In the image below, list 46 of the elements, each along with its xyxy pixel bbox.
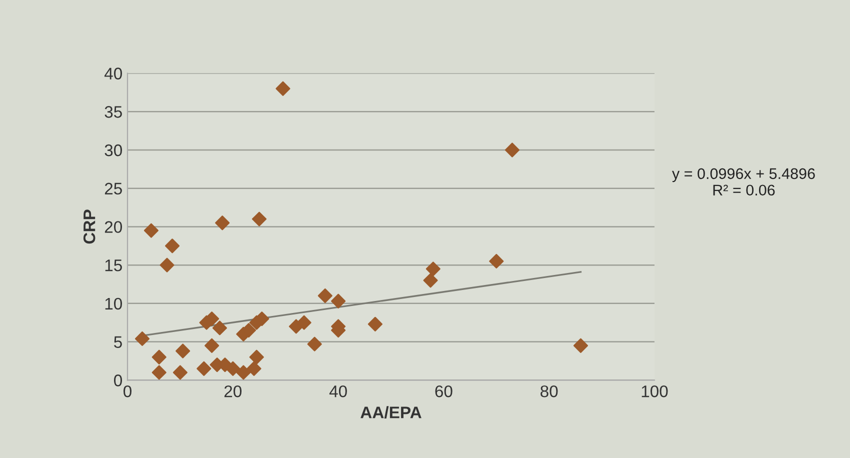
- point: [249, 350, 264, 364]
- y-tick-label: 40: [104, 68, 122, 80]
- y-tick-label: 35: [104, 106, 122, 118]
- point: [236, 365, 251, 380]
- x-tick-label: 80: [540, 385, 558, 398]
- point: [212, 320, 228, 336]
- x-tick-label: 60: [435, 385, 452, 398]
- y-axis-title: CRP: [83, 210, 96, 244]
- point: [144, 223, 158, 238]
- y-tick-label: 20: [104, 221, 122, 233]
- point: [307, 336, 322, 352]
- point: [152, 365, 166, 380]
- point: [504, 142, 520, 158]
- y-tick-label: 0: [114, 374, 122, 386]
- point: [426, 262, 440, 276]
- y-tick-label: 5: [114, 336, 122, 348]
- point: [252, 212, 267, 226]
- point: [152, 350, 166, 364]
- point: [246, 361, 262, 376]
- point: [160, 258, 174, 272]
- point: [165, 238, 180, 254]
- point: [215, 216, 230, 230]
- text: y = 0.0996x + 5.4896 R² = 0.06: [672, 168, 815, 196]
- point: [176, 344, 190, 358]
- x-tick-label: 100: [642, 385, 668, 398]
- point: [172, 365, 188, 380]
- y-tick-label: 25: [104, 182, 122, 195]
- point: [573, 338, 588, 353]
- x-tick-label: 40: [329, 385, 347, 398]
- point: [276, 81, 290, 96]
- point: [296, 315, 312, 330]
- point: [489, 254, 504, 269]
- x-tick-label: 20: [224, 385, 242, 398]
- point: [368, 316, 382, 332]
- point: [196, 361, 212, 376]
- point: [204, 338, 220, 353]
- point: [318, 288, 332, 304]
- point: [423, 273, 438, 288]
- point: [134, 331, 150, 346]
- y-tick-label: 10: [105, 298, 122, 310]
- point: [331, 294, 346, 308]
- y-tick-label: 15: [105, 260, 122, 272]
- y-tick-label: 30: [104, 144, 122, 156]
- x-axis-title: AA/EPA: [360, 406, 422, 419]
- point: [226, 361, 240, 376]
- x-tick-label: 0: [124, 385, 132, 398]
